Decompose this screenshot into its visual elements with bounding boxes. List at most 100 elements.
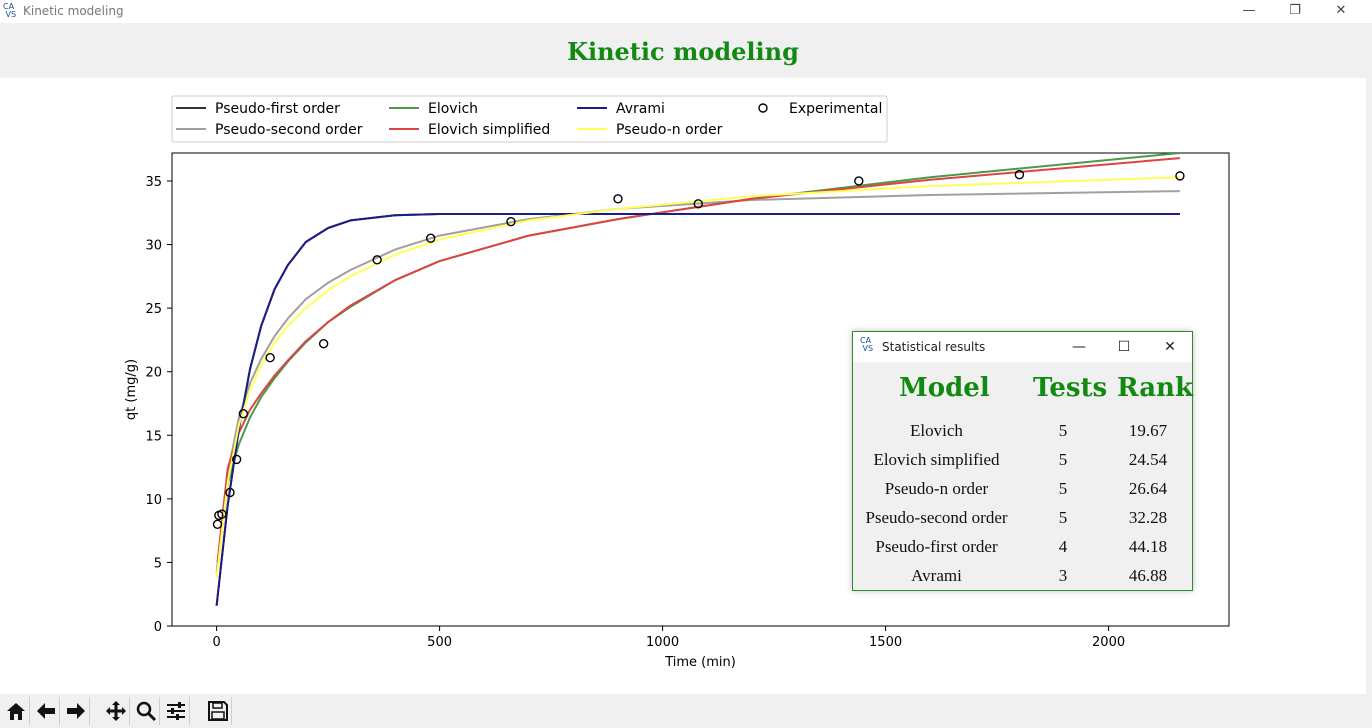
row-rank-value: 19.67 (1128, 421, 1168, 440)
y-tick-label: 15 (145, 429, 162, 444)
row-tests-value: 5 (1058, 479, 1068, 498)
zoom-button[interactable] (132, 697, 160, 725)
experimental-point (372, 255, 382, 265)
window-border (1366, 23, 1372, 728)
experimental-point (238, 408, 249, 419)
header-rank: Rank (1117, 373, 1193, 403)
row-model-name: Pseudo-n order (884, 479, 989, 498)
stats-window-title: Statistical results (882, 340, 986, 354)
experimental-point (217, 509, 227, 519)
y-tick-label: 30 (145, 239, 162, 254)
restore-icon: ❐ (1289, 3, 1301, 18)
stats-titlebar: CA VS Statistical results — ☐ ✕ (853, 332, 1192, 362)
close-button[interactable]: ✕ (1318, 0, 1364, 23)
legend-label-4: Avrami (616, 101, 665, 117)
x-tick-label: 1000 (646, 635, 679, 650)
experimental-point (265, 353, 275, 363)
close-icon: ✕ (1335, 3, 1347, 18)
legend-label-1: Pseudo-second order (215, 122, 363, 138)
row-tests-value: 4 (1058, 537, 1068, 556)
experimental-point (212, 519, 223, 529)
pan-button[interactable] (102, 697, 130, 725)
stats-window[interactable]: CA VS Statistical results — ☐ ✕ Model Te… (852, 331, 1193, 591)
minimize-icon: — (1242, 3, 1256, 18)
legend-box (171, 95, 888, 143)
pan-icon (106, 701, 126, 721)
y-tick-label: 10 (145, 493, 162, 508)
x-tick-label: 2000 (1092, 635, 1125, 650)
stats-close-button[interactable]: ✕ (1158, 336, 1182, 358)
stats-minimize-button[interactable]: — (1067, 336, 1091, 358)
experimental-point (1014, 169, 1025, 180)
save-button[interactable] (204, 697, 232, 725)
window-title: Kinetic modeling (23, 4, 124, 18)
y-tick-label: 20 (145, 366, 162, 381)
back-button[interactable] (32, 697, 60, 725)
app-logo-icon: CA VS (860, 336, 874, 353)
row-tests-value: 5 (1058, 450, 1068, 469)
save-icon (208, 701, 228, 721)
zoom-icon (136, 701, 157, 722)
y-tick-label: 35 (145, 175, 162, 190)
experimental-point (506, 216, 516, 227)
experimental-point (231, 454, 242, 465)
minimize-icon: — (1072, 339, 1086, 355)
configure-icon (167, 702, 185, 720)
row-model-name: Avrami (911, 566, 962, 585)
x-tick-label: 0 (212, 635, 220, 650)
x-tick-label: 1500 (869, 635, 902, 650)
series-line-5 (215, 176, 1180, 578)
header-model: Model (899, 373, 990, 403)
experimental-point (425, 233, 436, 243)
home-button[interactable] (2, 697, 30, 725)
row-rank-value: 24.54 (1128, 450, 1168, 469)
configure-button[interactable] (162, 697, 190, 725)
forward-icon (67, 703, 85, 719)
x-tick-label: 500 (427, 635, 452, 650)
close-icon: ✕ (1164, 339, 1176, 355)
row-tests-value: 3 (1058, 566, 1068, 585)
row-rank-value: 46.88 (1128, 566, 1168, 585)
experimental-point (1175, 171, 1185, 181)
page-header: Kinetic modeling (0, 23, 1366, 78)
series-line-4 (215, 213, 1180, 606)
restore-button[interactable]: ❐ (1272, 0, 1318, 23)
legend-label-0: Pseudo-first order (215, 101, 340, 117)
row-model-name: Pseudo-second order (865, 508, 1008, 527)
row-rank-value: 32.28 (1128, 508, 1168, 527)
experimental-point (854, 176, 864, 186)
legend-marker-experimental (758, 103, 768, 113)
legend-label-5: Pseudo-n order (616, 122, 723, 138)
row-rank-value: 44.18 (1128, 537, 1168, 556)
legend-label-3: Elovich simplified (428, 122, 550, 138)
y-tick-label: 5 (154, 556, 162, 571)
app-logo-icon: CA VS (3, 2, 17, 19)
home-icon (7, 703, 25, 720)
experimental-point (318, 339, 329, 349)
y-tick-label: 0 (154, 620, 162, 635)
header-tests: Tests (1033, 373, 1108, 403)
navigation-toolbar (0, 694, 1372, 728)
experimental-point (693, 199, 703, 209)
forward-button[interactable] (62, 697, 90, 725)
y-axis-label: qt (mg/g) (124, 359, 139, 420)
page-title: Kinetic modeling (567, 37, 799, 66)
experimental-point (225, 487, 235, 498)
row-model-name: Elovich (910, 421, 963, 440)
minimize-button[interactable]: — (1226, 0, 1272, 23)
x-axis-label: Time (min) (664, 655, 736, 670)
stats-maximize-button[interactable]: ☐ (1112, 336, 1136, 358)
experimental-point (613, 194, 623, 204)
row-rank-value: 26.64 (1128, 479, 1168, 498)
maximize-icon: ☐ (1117, 339, 1131, 355)
row-tests-value: 5 (1058, 421, 1068, 440)
legend-label-2: Elovich (428, 101, 478, 117)
legend-label-6: Experimental (789, 101, 882, 117)
window-titlebar: CA VS Kinetic modeling — ❐ ✕ (0, 0, 1372, 23)
back-icon (37, 703, 55, 719)
y-tick-label: 25 (145, 302, 162, 317)
row-model-name: Pseudo-first order (875, 537, 998, 556)
row-tests-value: 5 (1058, 508, 1068, 527)
series-line-3 (216, 157, 1180, 563)
row-model-name: Elovich simplified (873, 450, 1000, 469)
